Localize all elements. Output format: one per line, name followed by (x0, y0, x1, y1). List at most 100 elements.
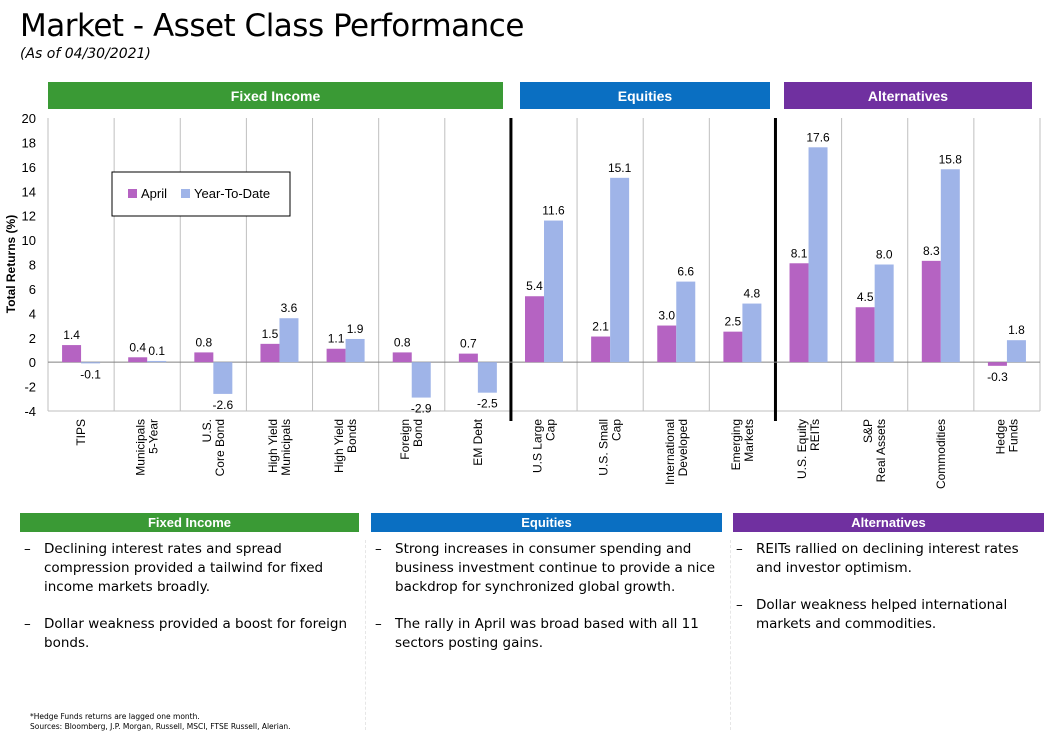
bar-april (194, 352, 214, 363)
legend-swatch-ytd (181, 189, 190, 198)
footnote-sources: Sources: Bloomberg, J.P. Morgan, Russell… (30, 722, 291, 731)
data-label: 17.6 (806, 130, 830, 144)
data-label: 15.1 (608, 161, 632, 175)
category-label-line: Municipals (134, 419, 148, 476)
category-label: Emerging Markets (729, 419, 756, 470)
commentary-equities: Strong increases in consumer spending an… (375, 540, 720, 671)
page-subtitle: (As of 04/30/2021) (20, 46, 151, 62)
band-alternatives-label: Alternatives (867, 87, 949, 104)
bar-ytd (213, 362, 233, 394)
category-label: International Developed (663, 419, 690, 485)
performance-chart: 1.4 0.4 0.8 1.5 1.1 0.8 0.7 5.4 2.1 3.0 2.5 8.1 4.5 8… (4, 111, 1041, 489)
category-label-line: Hedge (993, 419, 1007, 455)
category-label-line: High Yield (332, 419, 346, 473)
category-label-line: Real Assets (874, 419, 888, 482)
category-label: Municipals 5-Year (134, 419, 161, 476)
category-label-line: U.S. Equity (795, 419, 809, 479)
bar-ytd (808, 147, 828, 363)
category-label: Hedge Funds (993, 419, 1020, 455)
category-label-line: S&P (861, 419, 875, 443)
commentary-item: The rally in April was broad based with … (375, 615, 720, 653)
band-fixed-income-label: Fixed Income (230, 87, 321, 104)
category-label-line: 5-Year (147, 419, 161, 454)
category-label-line: High Yield (266, 419, 280, 473)
bar-ytd (742, 303, 762, 363)
category-label: Foreign Bond (398, 419, 425, 460)
data-label: 6.6 (677, 265, 694, 279)
data-label: 0.7 (460, 337, 477, 351)
data-label: -0.1 (80, 367, 101, 381)
band-equities: Equities (520, 82, 770, 109)
category-label: U.S. Small Cap (597, 419, 624, 476)
bar-ytd (940, 169, 960, 363)
section-equities-label: Equities (521, 515, 572, 530)
data-label: -2.9 (411, 402, 432, 416)
category-label-line: Emerging (729, 419, 743, 470)
data-label: 1.5 (262, 327, 279, 341)
category-label: High Yield Bonds (332, 419, 359, 473)
data-label: 3.6 (281, 301, 298, 315)
bar-ytd (610, 177, 630, 363)
section-band-equities: Equities (371, 513, 722, 532)
data-label: 8.1 (791, 246, 808, 260)
footnotes: *Hedge Funds returns are lagged one mont… (30, 712, 291, 732)
category-label: Commodities (934, 419, 948, 489)
bar-april (723, 331, 743, 363)
bar-ytd (477, 362, 497, 393)
commentary-item: Strong increases in consumer spending an… (375, 540, 720, 597)
section-band-fixed-income: Fixed Income (20, 513, 359, 532)
data-label: 8.0 (876, 248, 893, 262)
bar-april (921, 260, 941, 363)
category-label: U.S. Equity REITs (795, 419, 822, 479)
data-label: 2.1 (592, 320, 609, 334)
bar-ytd (676, 281, 696, 363)
category-label-line: U.S. Small (597, 419, 611, 476)
legend-label-ytd: Year-To-Date (194, 186, 270, 201)
data-label: 0.4 (129, 340, 146, 354)
data-label: 15.8 (939, 152, 963, 166)
bar-april (458, 353, 478, 363)
bar-ytd (411, 362, 431, 398)
category-label-line: Developed (676, 419, 690, 476)
legend: April Year-To-Date (111, 171, 291, 217)
bar-ytd (147, 360, 167, 363)
commentary-item: Declining interest rates and spread comp… (24, 540, 359, 597)
y-tick-label: 14 (22, 184, 36, 199)
bar-april (657, 325, 677, 363)
category-label-line: Bonds (345, 419, 359, 453)
data-label: 1.4 (63, 328, 80, 342)
category-label-line: Bond (411, 419, 425, 447)
bar-april (392, 352, 412, 363)
commentary-item: Dollar weakness provided a boost for for… (24, 615, 359, 653)
bar-ytd (81, 362, 101, 364)
category-label-line: Funds (1006, 419, 1020, 452)
y-tick-label: 16 (22, 160, 36, 175)
bar-april (62, 345, 82, 363)
y-tick-label: 20 (22, 111, 36, 126)
section-band-alternatives: Alternatives (733, 513, 1044, 532)
y-tick-label: 4 (29, 306, 36, 321)
category-label-line: Cap (610, 419, 624, 441)
bar-april (789, 263, 809, 363)
data-label: 11.6 (542, 204, 565, 218)
data-label: -2.6 (212, 398, 233, 412)
y-tick-label: 8 (29, 258, 36, 273)
bar-april (987, 362, 1007, 366)
category-label-line: Cap (544, 419, 558, 441)
bar-ytd (874, 264, 894, 363)
y-tick-label: 18 (22, 135, 36, 150)
y-tick-label: 2 (29, 331, 36, 346)
data-label: 1.9 (347, 322, 364, 336)
y-tick-label: 6 (29, 282, 36, 297)
legend-label-april: April (141, 186, 167, 201)
page-title: Market - Asset Class Performance (20, 8, 524, 44)
section-alternatives-label: Alternatives (851, 515, 926, 530)
data-label: 8.3 (923, 244, 940, 258)
category-label-line: International (663, 419, 677, 485)
data-label: 5.4 (526, 279, 543, 293)
data-label: -2.5 (477, 397, 498, 411)
category-label-line: Commodities (934, 419, 948, 489)
bar-ytd (1006, 340, 1026, 363)
data-label: 0.8 (394, 335, 411, 349)
bar-ytd (345, 338, 365, 363)
